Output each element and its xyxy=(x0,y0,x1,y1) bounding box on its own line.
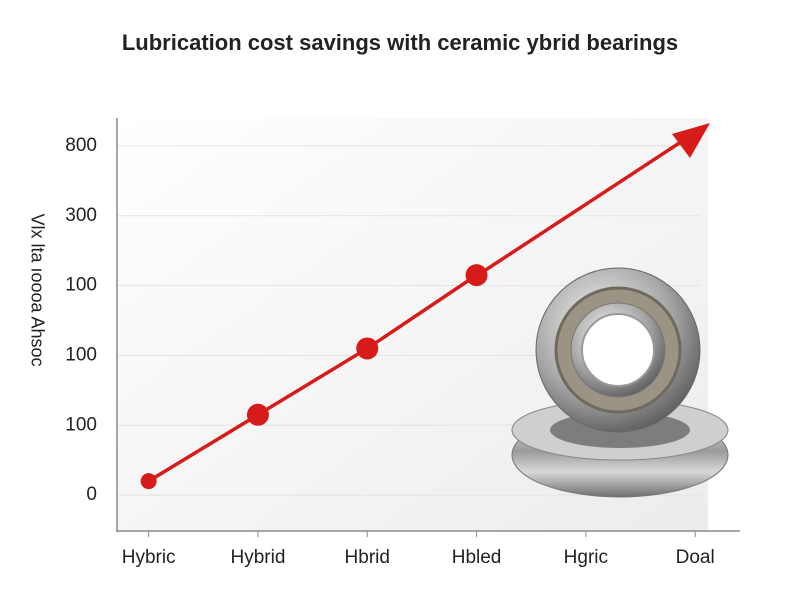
data-point xyxy=(465,264,488,287)
trend-arrow xyxy=(477,134,691,277)
chart-title: Lubrication cost savings with ceramic yb… xyxy=(122,30,678,55)
y-axis-label: Vlx lta ıoooa Ahsoc xyxy=(27,213,47,366)
x-tick-label: Hbled xyxy=(452,547,502,568)
y-tick-label: 100 xyxy=(65,275,97,296)
x-tick-label: Doal xyxy=(676,547,715,568)
y-tick-label: 300 xyxy=(65,205,97,226)
y-tick-label: 100 xyxy=(65,414,97,435)
y-tick-label: 0 xyxy=(86,484,97,505)
y-tick-label: 100 xyxy=(65,344,97,365)
x-tick-label: Hgric xyxy=(564,547,608,568)
arrow-head xyxy=(672,123,710,158)
bearing-illustration xyxy=(511,267,729,498)
data-point xyxy=(140,473,157,490)
x-tick-label: Hybric xyxy=(122,547,176,568)
data-point xyxy=(246,403,269,426)
x-tick-label: Hybrid xyxy=(230,547,285,568)
y-tick-label: 800 xyxy=(65,135,97,156)
data-point xyxy=(356,337,379,360)
series-line xyxy=(147,273,478,483)
x-tick-label: Hbrid xyxy=(345,547,390,568)
